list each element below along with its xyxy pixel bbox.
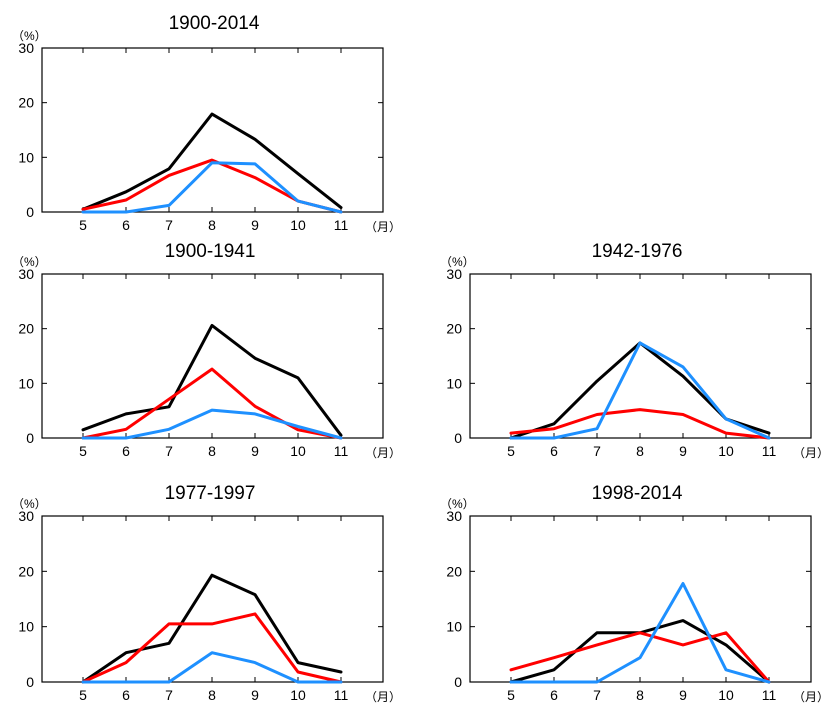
chart-title: 1900-1941 — [165, 241, 256, 262]
chart-title: 1998-2014 — [592, 483, 683, 504]
x-axis-unit-label: （月） — [365, 446, 401, 460]
x-tick-label: 10 — [718, 443, 734, 459]
x-tick-label: 10 — [718, 687, 734, 703]
chart-panel-3: 1942-1976 （%） 0 10 20 30 5 6 7 8 9 10 11 （月） — [440, 241, 829, 460]
chart-panel-1: 1900-2014 （%） 0 10 20 30 5 6 7 8 9 10 11 （月） — [12, 13, 401, 234]
y-tick-label: 10 — [446, 375, 462, 391]
x-tick-label: 7 — [593, 443, 601, 459]
x-tick-label: 9 — [679, 443, 687, 459]
x-tick-label: 6 — [550, 687, 558, 703]
y-tick-label: 30 — [18, 40, 34, 56]
x-tick-label: 9 — [251, 687, 259, 703]
series-line-blue — [509, 582, 771, 684]
x-tick-label: 8 — [208, 443, 216, 459]
chart-title: 1977-1997 — [165, 483, 256, 504]
x-tick-label: 6 — [122, 217, 130, 233]
y-tick-label: 0 — [26, 204, 34, 220]
x-tick-label: 9 — [251, 217, 259, 233]
x-axis-unit-label: （月） — [793, 446, 829, 460]
x-tick-label: 7 — [165, 217, 173, 233]
plot-frame — [469, 273, 812, 439]
x-tick-label: 5 — [507, 443, 515, 459]
x-tick-label: 11 — [762, 443, 777, 459]
chart-panel-5: 1998-2014 （%） 0 10 20 30 5 6 7 8 9 10 11 （月） — [440, 483, 829, 704]
y-tick-label: 20 — [446, 563, 462, 579]
y-tick-label: 30 — [18, 508, 34, 524]
x-tick-label: 11 — [334, 217, 349, 233]
x-tick-label: 8 — [636, 687, 644, 703]
y-tick-label: 20 — [18, 321, 34, 337]
y-tick-label: 10 — [18, 149, 34, 165]
plot-frame — [41, 273, 384, 439]
series-line-blue — [81, 161, 343, 214]
x-tick-label: 10 — [290, 443, 306, 459]
x-tick-label: 11 — [334, 687, 349, 703]
chart-title: 1900-2014 — [169, 13, 260, 34]
x-tick-label: 7 — [165, 687, 173, 703]
series-line-red — [509, 408, 771, 440]
x-tick-label: 6 — [122, 443, 130, 459]
x-tick-label: 8 — [208, 687, 216, 703]
series-line-red — [81, 612, 343, 684]
series-line-blue — [81, 651, 343, 684]
series-line-blue — [81, 408, 343, 440]
plot-frame — [41, 47, 384, 213]
series-line-red — [81, 158, 343, 214]
y-tick-label: 10 — [18, 619, 34, 635]
x-tick-label: 5 — [79, 217, 87, 233]
chart-panel-4: 1977-1997 （%） 0 10 20 30 5 6 7 8 9 10 11 （月） — [12, 483, 401, 704]
y-tick-label: 0 — [454, 430, 462, 446]
x-axis-unit-label: （月） — [365, 690, 401, 704]
y-axis-unit-label: （%） — [12, 497, 47, 511]
x-axis-unit-label: （月） — [793, 690, 829, 704]
x-tick-label: 9 — [251, 443, 259, 459]
y-tick-label: 20 — [18, 563, 34, 579]
series-line-red — [509, 631, 771, 684]
y-axis-unit-label: （%） — [12, 29, 47, 43]
y-tick-label: 0 — [26, 430, 34, 446]
y-axis-unit-label: （%） — [440, 497, 475, 511]
series-line-black — [509, 341, 771, 440]
plot-frame — [41, 515, 384, 683]
chart-panel-2: 1900-1941 （%） 0 10 20 30 5 6 7 8 9 10 11 （月） — [12, 241, 401, 460]
x-tick-label: 7 — [165, 443, 173, 459]
x-tick-label: 9 — [679, 687, 687, 703]
y-axis-unit-label: （%） — [12, 255, 47, 269]
x-tick-label: 8 — [208, 217, 216, 233]
x-tick-label: 8 — [636, 443, 644, 459]
y-tick-label: 30 — [446, 266, 462, 282]
x-tick-label: 5 — [79, 443, 87, 459]
series-line-black — [81, 323, 343, 437]
x-tick-label: 5 — [79, 687, 87, 703]
x-axis-unit-label: （月） — [365, 220, 401, 234]
y-tick-label: 30 — [18, 266, 34, 282]
y-axis-unit-label: （%） — [440, 255, 475, 269]
y-tick-label: 0 — [26, 674, 34, 690]
x-tick-label: 6 — [550, 443, 558, 459]
x-tick-label: 10 — [290, 217, 306, 233]
series-line-black — [81, 112, 343, 211]
series-line-blue — [509, 341, 771, 440]
series-line-black — [81, 573, 343, 684]
y-tick-label: 30 — [446, 508, 462, 524]
x-tick-label: 5 — [507, 687, 515, 703]
x-tick-label: 11 — [334, 443, 349, 459]
y-tick-label: 10 — [446, 619, 462, 635]
x-tick-label: 7 — [593, 687, 601, 703]
y-tick-label: 10 — [18, 375, 34, 391]
x-tick-label: 11 — [762, 687, 777, 703]
x-tick-label: 10 — [290, 687, 306, 703]
y-tick-label: 20 — [18, 95, 34, 111]
y-tick-label: 0 — [454, 674, 462, 690]
x-tick-label: 6 — [122, 687, 130, 703]
series-line-black — [509, 619, 771, 684]
chart-title: 1942-1976 — [592, 241, 683, 262]
y-tick-label: 20 — [446, 321, 462, 337]
series-line-red — [81, 367, 343, 440]
